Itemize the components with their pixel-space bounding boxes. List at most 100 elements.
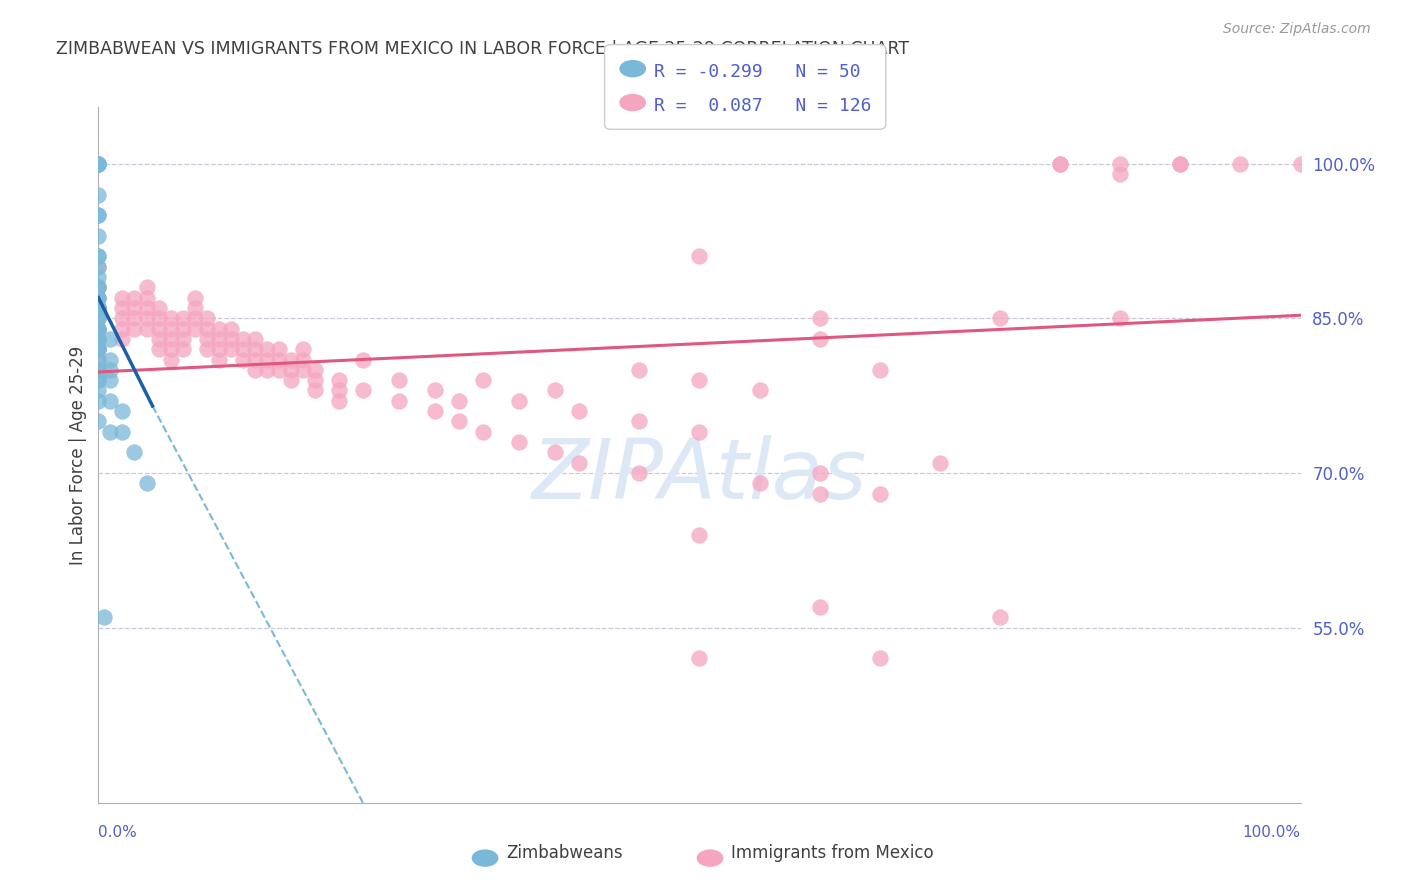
Point (256, 352, 278, 367)
Text: R =  0.087   N = 126: R = 0.087 N = 126 (654, 97, 872, 115)
Point (183, 321, 205, 335)
Point (267, 363, 290, 377)
Point (928, 456, 950, 470)
Point (100, 425, 122, 439)
Point (87, 352, 110, 367)
Point (423, 384, 446, 398)
Point (148, 321, 170, 335)
Point (183, 311, 205, 326)
Point (93, 610, 115, 624)
Point (304, 363, 326, 377)
Point (87, 352, 110, 367)
Point (100, 352, 122, 367)
Point (808, 486, 831, 500)
Point (87, 301, 110, 315)
Point (87, 270, 110, 285)
Point (352, 384, 374, 398)
Point (124, 301, 146, 315)
Point (100, 393, 122, 408)
Point (628, 414, 651, 428)
Point (689, 651, 711, 665)
Point (111, 404, 134, 418)
Point (135, 321, 157, 335)
Point (472, 373, 495, 387)
Point (87, 393, 110, 408)
Point (135, 291, 157, 305)
Point (352, 352, 374, 367)
Point (172, 311, 194, 326)
Point (135, 311, 157, 326)
Point (208, 352, 231, 367)
Point (267, 343, 290, 357)
Point (628, 363, 651, 377)
Point (148, 311, 170, 326)
Point (87, 343, 110, 357)
Point (328, 393, 350, 408)
Text: Immigrants from Mexico: Immigrants from Mexico (731, 844, 934, 862)
Point (87, 291, 110, 305)
Point (124, 321, 146, 335)
Point (87, 332, 110, 346)
Point (568, 456, 591, 470)
Point (159, 352, 181, 367)
Point (869, 651, 891, 665)
Point (87, 414, 110, 428)
Point (87, 373, 110, 387)
Point (328, 384, 350, 398)
Point (87, 157, 110, 171)
Point (87, 373, 110, 387)
Point (1049, 157, 1071, 171)
Point (808, 466, 831, 480)
Point (148, 301, 170, 315)
Point (111, 311, 134, 326)
Point (87, 343, 110, 357)
Text: Zimbabweans: Zimbabweans (506, 844, 623, 862)
Point (689, 528, 711, 542)
Point (280, 352, 302, 367)
Point (87, 208, 110, 222)
Point (87, 157, 110, 171)
Point (87, 321, 110, 335)
Point (423, 404, 446, 418)
Point (87, 280, 110, 294)
Point (111, 291, 134, 305)
Point (172, 321, 194, 335)
Text: Source: ZipAtlas.com: Source: ZipAtlas.com (1223, 22, 1371, 37)
Point (388, 393, 411, 408)
Point (291, 363, 314, 377)
Point (87, 187, 110, 202)
Point (1049, 157, 1071, 171)
Point (1109, 167, 1132, 181)
Point (87, 311, 110, 326)
Point (256, 363, 278, 377)
Point (219, 343, 242, 357)
Point (100, 363, 122, 377)
Point (111, 425, 134, 439)
Point (135, 280, 157, 294)
Point (1229, 157, 1251, 171)
Point (172, 343, 194, 357)
Point (447, 414, 470, 428)
Point (87, 311, 110, 326)
Point (87, 260, 110, 274)
Point (1170, 157, 1192, 171)
Point (280, 363, 302, 377)
Point (87, 208, 110, 222)
Point (100, 332, 122, 346)
Point (243, 363, 266, 377)
Point (87, 363, 110, 377)
Point (988, 311, 1011, 326)
Point (87, 332, 110, 346)
Point (111, 301, 134, 315)
Point (1170, 157, 1192, 171)
Point (87, 250, 110, 264)
Point (689, 373, 711, 387)
Point (195, 311, 218, 326)
Point (87, 332, 110, 346)
Point (87, 291, 110, 305)
Point (87, 311, 110, 326)
Point (195, 332, 218, 346)
Point (87, 363, 110, 377)
Point (689, 425, 711, 439)
Point (148, 343, 170, 357)
